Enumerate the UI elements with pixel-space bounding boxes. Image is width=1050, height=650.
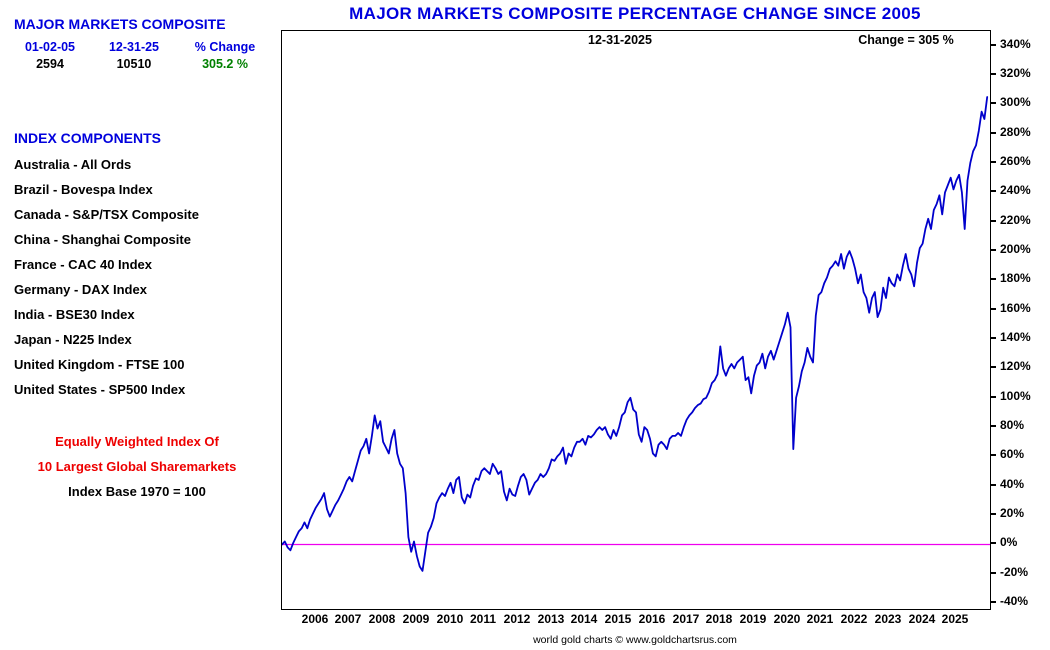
y-axis-label: 0%: [1000, 535, 1018, 549]
index-notes: Equally Weighted Index Of 10 Largest Glo…: [0, 429, 274, 504]
y-axis-label: 240%: [1000, 183, 1031, 197]
index-component-item: Brazil - Bovespa Index: [14, 182, 153, 197]
y-tick-mark: [990, 44, 996, 46]
y-tick-mark: [990, 513, 996, 515]
y-tick-mark: [990, 249, 996, 251]
summary-table: 01-02-05 12-31-25 % Change 2594 10510 30…: [8, 40, 274, 71]
y-tick-mark: [990, 454, 996, 456]
y-tick-mark: [990, 425, 996, 427]
x-axis-label: 2009: [402, 612, 430, 626]
index-components-list: Australia - All Ords Brazil - Bovespa Ind…: [14, 152, 199, 402]
y-axis-label: 320%: [1000, 66, 1031, 80]
chart-title: MAJOR MARKETS COMPOSITE PERCENTAGE CHANG…: [349, 4, 921, 23]
x-axis-label: 2023: [874, 612, 902, 626]
index-component-item: Japan - N225 Index: [14, 332, 132, 347]
composite-series-line: [282, 96, 989, 572]
y-tick-mark: [990, 396, 996, 398]
x-axis-label: 2011: [469, 612, 497, 626]
footer-credit: world gold charts © www.goldchartsrus.co…: [533, 634, 737, 646]
index-component-item: Australia - All Ords: [14, 157, 132, 172]
y-tick-mark: [990, 73, 996, 75]
x-axis-label: 2019: [739, 612, 767, 626]
y-axis-label: 180%: [1000, 271, 1031, 285]
y-axis-label: 40%: [1000, 477, 1025, 491]
x-axis-label: 2006: [301, 612, 329, 626]
y-tick-mark: [990, 278, 996, 280]
y-axis-label: 300%: [1000, 95, 1031, 109]
y-tick-mark: [990, 337, 996, 339]
components-heading: INDEX COMPONENTS: [14, 130, 162, 146]
y-axis-label: 160%: [1000, 301, 1031, 315]
y-tick-mark: [990, 161, 996, 163]
y-axis-label: 20%: [1000, 506, 1025, 520]
composite-heading: MAJOR MARKETS COMPOSITE: [14, 16, 226, 32]
note-ten-largest: 10 Largest Global Sharemarkets: [37, 459, 237, 474]
change-annotation: Change = 305 %: [858, 33, 954, 47]
x-axis-label: 2024: [908, 612, 936, 626]
x-axis-label: 2008: [368, 612, 396, 626]
y-tick-mark: [990, 220, 996, 222]
y-axis-label: 80%: [1000, 418, 1025, 432]
last-date-annotation: 12-31-2025: [588, 33, 652, 47]
y-axis-label: 140%: [1000, 330, 1031, 344]
y-tick-mark: [990, 190, 996, 192]
index-component-item: France - CAC 40 Index: [14, 257, 152, 272]
x-axis-label: 2017: [672, 612, 700, 626]
y-tick-mark: [990, 484, 996, 486]
x-axis-label: 2010: [436, 612, 464, 626]
index-component-item: China - Shanghai Composite: [14, 232, 191, 247]
summary-col-change: % Change: [194, 40, 256, 54]
index-component-item: Canada - S&P/TSX Composite: [14, 207, 199, 222]
x-axis-label: 2018: [705, 612, 733, 626]
summary-end-value: 10510: [116, 57, 152, 71]
y-axis-label: 280%: [1000, 125, 1031, 139]
y-axis-label: -40%: [1000, 594, 1029, 608]
index-component-item: United States - SP500 Index: [14, 382, 186, 397]
chart-plot-area: 12-31-2025 Change = 305 %: [281, 30, 991, 610]
x-axis-label: 2014: [570, 612, 598, 626]
summary-start-value: 2594: [36, 57, 64, 71]
y-axis-label: 60%: [1000, 447, 1025, 461]
x-axis-label: 2015: [604, 612, 632, 626]
index-component-item: United Kingdom - FTSE 100: [14, 357, 185, 372]
y-tick-mark: [990, 132, 996, 134]
x-axis-label: 2016: [638, 612, 666, 626]
y-tick-mark: [990, 601, 996, 603]
y-axis-label: 260%: [1000, 154, 1031, 168]
x-axis-label: 2013: [537, 612, 565, 626]
x-axis-label: 2022: [840, 612, 868, 626]
y-axis-label: 100%: [1000, 389, 1031, 403]
y-tick-mark: [990, 308, 996, 310]
x-axis-label: 2012: [503, 612, 531, 626]
y-axis-label: 200%: [1000, 242, 1031, 256]
summary-change-value: 305.2 %: [202, 57, 248, 71]
summary-col-start-date: 01-02-05: [24, 40, 76, 54]
index-component-item: India - BSE30 Index: [14, 307, 135, 322]
y-tick-mark: [990, 102, 996, 104]
index-component-item: Germany - DAX Index: [14, 282, 147, 297]
y-axis-label: -20%: [1000, 565, 1029, 579]
composite-line-chart: [282, 96, 990, 572]
y-axis-label: 220%: [1000, 213, 1031, 227]
x-axis-label: 2025: [941, 612, 969, 626]
note-index-base: Index Base 1970 = 100: [68, 484, 206, 499]
x-axis-label: 2007: [334, 612, 362, 626]
x-axis-label: 2021: [806, 612, 834, 626]
note-equally-weighted: Equally Weighted Index Of: [55, 434, 219, 449]
y-tick-mark: [990, 366, 996, 368]
summary-col-end-date: 12-31-25: [108, 40, 160, 54]
x-axis-label: 2020: [773, 612, 801, 626]
y-axis-label: 340%: [1000, 37, 1031, 51]
y-tick-mark: [990, 542, 996, 544]
y-axis-label: 120%: [1000, 359, 1031, 373]
y-tick-mark: [990, 572, 996, 574]
